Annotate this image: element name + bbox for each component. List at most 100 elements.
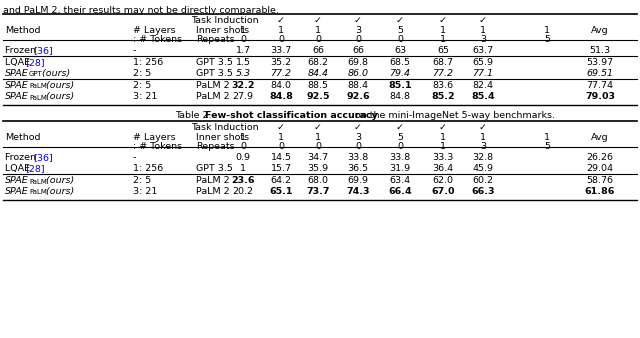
Text: 69.9: 69.9 — [348, 176, 369, 185]
Text: 1: 1 — [440, 35, 446, 44]
Text: Repeats: Repeats — [196, 35, 235, 44]
Text: 69.51: 69.51 — [586, 69, 614, 78]
Text: 34.7: 34.7 — [307, 153, 328, 162]
Text: ✓: ✓ — [277, 16, 285, 25]
Text: [28]: [28] — [25, 58, 45, 67]
Text: 73.7: 73.7 — [307, 187, 330, 196]
Text: (ours): (ours) — [43, 92, 74, 101]
Text: ✓: ✓ — [439, 16, 447, 25]
Text: PaLM 2: PaLM 2 — [196, 81, 230, 90]
Text: 2: 5: 2: 5 — [133, 69, 151, 78]
Text: 68.0: 68.0 — [307, 176, 328, 185]
Text: 0: 0 — [315, 142, 321, 151]
Text: 0: 0 — [397, 142, 403, 151]
Text: 62.0: 62.0 — [433, 176, 454, 185]
Text: 61.86: 61.86 — [585, 187, 615, 196]
Text: 84.4: 84.4 — [307, 69, 328, 78]
Text: 1.7: 1.7 — [236, 46, 250, 55]
Text: and PaLM 2, their results may not be directly comparable.: and PaLM 2, their results may not be dir… — [3, 6, 279, 15]
Text: SPAE: SPAE — [5, 187, 29, 196]
Text: 35.9: 35.9 — [307, 164, 328, 173]
Text: 1: 1 — [240, 133, 246, 142]
Text: 0: 0 — [355, 35, 361, 44]
Text: 0: 0 — [278, 142, 284, 151]
Text: 66.4: 66.4 — [388, 187, 412, 196]
Text: : # Tokens: : # Tokens — [133, 35, 182, 44]
Text: 63.7: 63.7 — [472, 46, 493, 55]
Text: Repeats: Repeats — [196, 142, 235, 151]
Text: 0: 0 — [240, 142, 246, 151]
Text: 35.2: 35.2 — [271, 58, 292, 67]
Text: 65: 65 — [437, 46, 449, 55]
Text: 85.2: 85.2 — [431, 92, 455, 101]
Text: 0: 0 — [355, 142, 361, 151]
Text: 58.76: 58.76 — [586, 176, 614, 185]
Text: 1: 1 — [240, 26, 246, 35]
Text: # Layers: # Layers — [133, 133, 175, 142]
Text: 5: 5 — [544, 35, 550, 44]
Text: 36.5: 36.5 — [348, 164, 369, 173]
Text: 5: 5 — [544, 142, 550, 151]
Text: 26.26: 26.26 — [586, 153, 614, 162]
Text: ✓: ✓ — [314, 16, 322, 25]
Text: 66: 66 — [312, 46, 324, 55]
Text: 85.4: 85.4 — [471, 92, 495, 101]
Text: 68.2: 68.2 — [307, 58, 328, 67]
Text: : # Tokens: : # Tokens — [133, 142, 182, 151]
Text: [28]: [28] — [25, 164, 45, 173]
Text: (ours): (ours) — [43, 81, 74, 90]
Text: 92.6: 92.6 — [346, 92, 370, 101]
Text: 20.2: 20.2 — [232, 187, 253, 196]
Text: 0: 0 — [315, 35, 321, 44]
Text: 1: 1 — [440, 26, 446, 35]
Text: Avg: Avg — [591, 133, 609, 142]
Text: 1: 1 — [440, 133, 446, 142]
Text: 33.8: 33.8 — [389, 153, 411, 162]
Text: PaLM 2: PaLM 2 — [196, 92, 230, 101]
Text: PaLM: PaLM — [29, 83, 47, 90]
Text: 84.8: 84.8 — [390, 92, 410, 101]
Text: PaLM 2: PaLM 2 — [196, 176, 230, 185]
Text: 69.8: 69.8 — [348, 58, 369, 67]
Text: Inner shots: Inner shots — [196, 133, 249, 142]
Text: 60.2: 60.2 — [472, 176, 493, 185]
Text: 45.9: 45.9 — [472, 164, 493, 173]
Text: GPT 3.5: GPT 3.5 — [196, 164, 233, 173]
Text: 51.3: 51.3 — [589, 46, 611, 55]
Text: LQAE: LQAE — [5, 58, 33, 67]
Text: PaLM: PaLM — [29, 95, 47, 100]
Text: Avg: Avg — [591, 26, 609, 35]
Text: SPAE: SPAE — [5, 92, 29, 101]
Text: 1: 256: 1: 256 — [133, 164, 163, 173]
Text: SPAE: SPAE — [5, 81, 29, 90]
Text: 85.1: 85.1 — [388, 81, 412, 90]
Text: [36]: [36] — [33, 46, 53, 55]
Text: 1: 1 — [278, 26, 284, 35]
Text: 66.3: 66.3 — [471, 187, 495, 196]
Text: 14.5: 14.5 — [271, 153, 291, 162]
Text: 67.0: 67.0 — [431, 187, 455, 196]
Text: 64.2: 64.2 — [271, 176, 291, 185]
Text: on the mini-ImageNet 5-way benchmarks.: on the mini-ImageNet 5-way benchmarks. — [352, 111, 556, 120]
Text: 65.1: 65.1 — [269, 187, 292, 196]
Text: 3: 3 — [480, 35, 486, 44]
Text: 1: 1 — [315, 133, 321, 142]
Text: Frozen: Frozen — [5, 153, 39, 162]
Text: 68.7: 68.7 — [433, 58, 454, 67]
Text: 68.5: 68.5 — [390, 58, 410, 67]
Text: LQAE: LQAE — [5, 164, 33, 173]
Text: 1: 1 — [544, 26, 550, 35]
Text: [36]: [36] — [33, 153, 53, 162]
Text: 1: 1 — [544, 133, 550, 142]
Text: 3: 3 — [355, 26, 361, 35]
Text: 63: 63 — [394, 46, 406, 55]
Text: 2: 5: 2: 5 — [133, 81, 151, 90]
Text: 92.5: 92.5 — [307, 92, 330, 101]
Text: Few-shot classification accuracy: Few-shot classification accuracy — [205, 111, 378, 120]
Text: 77.2: 77.2 — [433, 69, 454, 78]
Text: 63.4: 63.4 — [389, 176, 411, 185]
Text: 36.4: 36.4 — [433, 164, 454, 173]
Text: 29.04: 29.04 — [586, 164, 614, 173]
Text: 88.4: 88.4 — [348, 81, 369, 90]
Text: 0: 0 — [397, 35, 403, 44]
